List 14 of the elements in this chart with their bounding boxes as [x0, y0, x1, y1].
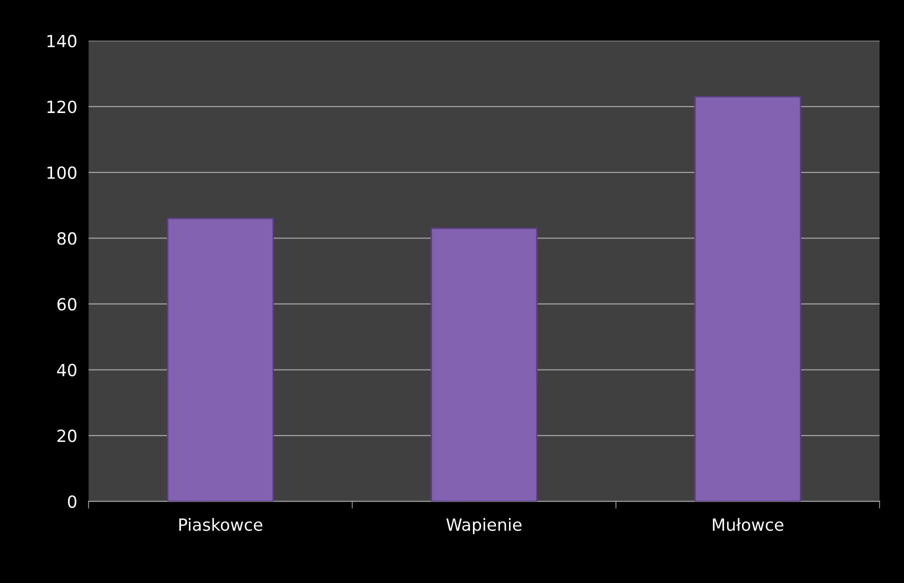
x-tick-label: Piaskowce [179, 518, 262, 531]
y-tick-label: 60 [57, 298, 76, 311]
bar [166, 218, 274, 502]
x-tick-label: Mułowce [712, 518, 784, 531]
y-tick-label: 80 [57, 232, 76, 245]
y-tick-label: 140 [48, 34, 76, 48]
y-tick-label: 100 [48, 166, 76, 179]
x-tick-label: Wapienie [446, 518, 522, 534]
y-tick-label: 40 [57, 364, 76, 376]
bar [430, 228, 538, 502]
bar [694, 96, 802, 502]
y-tick-label: 0 [68, 495, 76, 508]
y-tick-label: 20 [57, 430, 76, 442]
y-tick-label: 120 [48, 100, 76, 114]
